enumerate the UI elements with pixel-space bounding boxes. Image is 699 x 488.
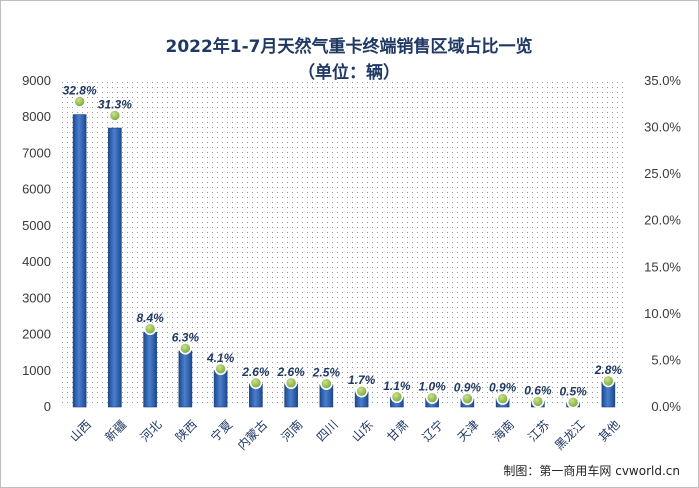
category-label: 陕西 — [172, 417, 200, 445]
category-label: 其他 — [596, 417, 623, 444]
category-label: 海南 — [489, 417, 517, 445]
data-label: 2.6% — [276, 365, 305, 379]
bar — [143, 331, 157, 408]
category-label: 内蒙古 — [234, 417, 270, 453]
share-point — [461, 392, 474, 405]
left-tick-label: 3000 — [22, 290, 51, 305]
right-tick-label: 15.0% — [644, 259, 681, 274]
category-label: 河南 — [278, 417, 306, 445]
data-label: 0.5% — [559, 384, 587, 398]
left-tick-label: 2000 — [22, 327, 51, 342]
left-tick-label: 9000 — [22, 73, 51, 88]
category-label: 天津 — [455, 417, 482, 444]
bar — [213, 370, 228, 408]
bar — [178, 350, 193, 408]
category-label: 黑龙江 — [552, 417, 587, 452]
category-axis: 山西 新疆 河北 陕西 宁夏 内蒙古 河南 四川 山东 甘肃 辽宁 天津 海南 江苏 黑龙江 其他 — [67, 417, 623, 453]
share-point — [355, 384, 368, 398]
data-label: 0.6% — [524, 383, 552, 397]
data-label: 0.9% — [454, 381, 482, 395]
data-label: 2.8% — [594, 363, 623, 377]
right-tick-label: 35.0% — [644, 73, 681, 88]
share-point — [496, 392, 509, 405]
chart-title: 2022年1-7月天然气重卡终端销售区域占比一览 — [165, 36, 532, 57]
share-point — [179, 342, 192, 355]
category-label: 辽宁 — [419, 417, 447, 445]
credit-text: 制图：第一商用车网 cvworld.cn — [503, 463, 680, 478]
share-series — [73, 95, 615, 409]
category-label: 甘肃 — [384, 417, 411, 444]
category-label: 宁夏 — [207, 417, 235, 445]
data-label: 1.7% — [348, 373, 376, 387]
right-tick-label: 30.0% — [644, 120, 681, 135]
right-tick-label: 25.0% — [644, 166, 681, 181]
left-axis: 0 1000 2000 3000 4000 5000 6000 7000 8000 9000 — [22, 73, 51, 414]
share-point — [566, 396, 580, 409]
left-tick-label: 5000 — [22, 218, 51, 233]
share-point — [390, 390, 404, 404]
category-label: 江苏 — [525, 417, 552, 444]
share-point — [143, 322, 157, 336]
category-label: 山西 — [67, 417, 94, 444]
data-label: 31.3% — [98, 97, 132, 111]
data-label: 1.1% — [383, 379, 411, 393]
data-label: 0.9% — [489, 381, 517, 395]
category-label: 新疆 — [102, 417, 130, 445]
left-tick-label: 7000 — [22, 145, 51, 160]
share-point — [249, 376, 263, 390]
data-label: 4.1% — [206, 351, 235, 365]
share-point — [284, 376, 298, 390]
right-tick-label: 5.0% — [651, 352, 681, 367]
bar — [72, 114, 87, 408]
left-tick-label: 0 — [44, 399, 51, 414]
share-point — [602, 374, 615, 388]
left-tick-label: 8000 — [22, 109, 51, 124]
data-label: 32.8% — [63, 83, 97, 97]
right-tick-label: 10.0% — [644, 306, 681, 321]
share-point — [73, 95, 86, 108]
right-tick-label: 20.0% — [644, 213, 681, 228]
left-tick-label: 6000 — [22, 182, 51, 197]
chart-subtitle: （单位：辆） — [298, 62, 400, 83]
data-label: 1.0% — [418, 380, 446, 394]
share-point — [108, 109, 122, 122]
left-tick-label: 4000 — [22, 254, 51, 269]
left-tick-label: 1000 — [22, 363, 51, 378]
category-label: 山东 — [349, 417, 376, 444]
share-point — [214, 362, 227, 376]
share-point — [320, 377, 333, 391]
data-label: 6.3% — [172, 330, 200, 344]
share-point — [425, 391, 439, 404]
data-label: 8.4% — [136, 311, 164, 325]
right-axis: 0.0% 5.0% 10.0% 15.0% 20.0% 25.0% 30.0% 35.0% — [644, 73, 681, 414]
bar — [108, 127, 122, 408]
data-label: 2.5% — [312, 366, 341, 380]
right-tick-label: 0.0% — [651, 399, 681, 414]
data-labels: 32.8%31.3% 8.4% 6.3% 4.1% 2.6% 2.6% 2.5% 1.7% 1.… — [63, 83, 623, 398]
category-label: 四川 — [314, 417, 341, 444]
category-label: 河北 — [138, 417, 165, 444]
data-label: 2.6% — [241, 365, 270, 379]
share-point — [531, 395, 545, 408]
